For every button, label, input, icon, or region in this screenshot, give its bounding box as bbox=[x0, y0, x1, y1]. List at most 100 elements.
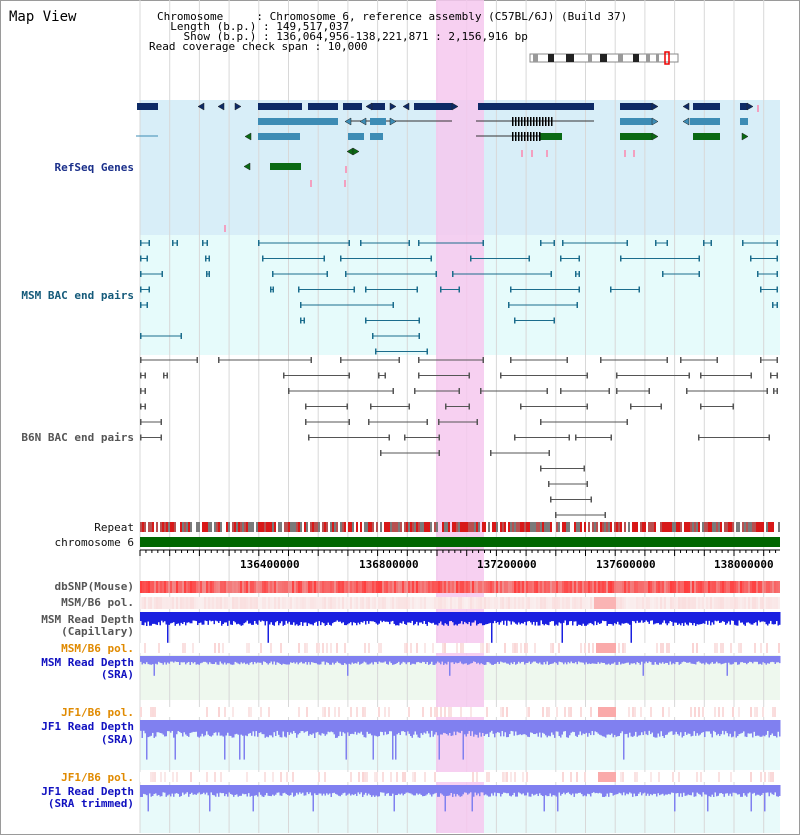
read-depth-bar bbox=[374, 612, 376, 623]
read-depth-bar bbox=[183, 785, 185, 795]
heatmap-cell bbox=[452, 581, 454, 593]
track-label-jf1-depth-1[interactable]: JF1 Read Depth bbox=[41, 720, 134, 733]
heatmap-cell bbox=[236, 597, 238, 609]
track-label-jf1-b6-pol-trimmed[interactable]: JF1/B6 pol. bbox=[61, 771, 134, 784]
read-depth-bar bbox=[627, 612, 629, 624]
track-label-msm-depth-sra-2[interactable]: (SRA) bbox=[100, 668, 134, 681]
read-depth-bar bbox=[551, 785, 553, 797]
read-depth-bar bbox=[168, 656, 170, 664]
track-label-dbsnp[interactable]: dbSNP(Mouse) bbox=[54, 580, 134, 593]
read-depth-bar bbox=[329, 656, 331, 665]
bac-end-mark bbox=[626, 419, 628, 425]
heatmap-cell bbox=[390, 581, 392, 593]
heatmap-cell bbox=[200, 581, 202, 593]
heatmap-cell bbox=[450, 772, 452, 782]
read-depth-bar bbox=[614, 612, 616, 624]
track-label-jf1-b6-pol[interactable]: JF1/B6 pol. bbox=[61, 706, 134, 719]
heatmap-cell bbox=[598, 772, 600, 782]
read-depth-bar bbox=[564, 612, 566, 621]
heatmap-cell bbox=[360, 707, 362, 717]
heatmap-cell bbox=[732, 581, 734, 593]
heatmap-cell bbox=[254, 643, 256, 653]
read-depth-bar bbox=[300, 720, 302, 732]
bac-end-mark bbox=[365, 317, 367, 324]
ruler-tick-label: 136400000 bbox=[240, 558, 300, 571]
heatmap-cell bbox=[522, 772, 524, 782]
read-depth-bar bbox=[662, 612, 664, 623]
track-label-msm-depth-capillary-2[interactable]: (Capillary) bbox=[61, 625, 134, 638]
heatmap-cell bbox=[566, 643, 568, 653]
read-depth-bar bbox=[716, 656, 718, 662]
heatmap-cell bbox=[400, 643, 402, 653]
heatmap-cell bbox=[612, 581, 614, 593]
read-depth-bar bbox=[425, 656, 427, 664]
track-label-msm-b6-pol-sra[interactable]: MSM/B6 pol. bbox=[61, 642, 134, 655]
heatmap-cell bbox=[534, 643, 536, 653]
heatmap-cell bbox=[414, 772, 416, 782]
read-depth-bar bbox=[608, 656, 610, 664]
read-depth-bar bbox=[524, 612, 526, 622]
read-depth-bar bbox=[744, 720, 746, 737]
heatmap-cell bbox=[260, 597, 262, 609]
heatmap-cell bbox=[220, 597, 222, 609]
track-label-jf1-depth-2[interactable]: (SRA) bbox=[100, 733, 134, 746]
heatmap-cell bbox=[316, 707, 318, 717]
repeat-feature bbox=[532, 522, 534, 532]
heatmap-cell bbox=[140, 597, 142, 609]
track-label-jf1-trim-1[interactable]: JF1 Read Depth bbox=[41, 785, 134, 798]
heatmap-cell bbox=[696, 643, 698, 653]
track-label-b6n-bac[interactable]: B6N BAC end pairs bbox=[21, 431, 134, 444]
read-depth-bar bbox=[341, 612, 343, 624]
heatmap-cell bbox=[198, 597, 200, 609]
track-label-msm-depth-sra-1[interactable]: MSM Read Depth bbox=[41, 656, 134, 669]
read-depth-bar bbox=[503, 720, 505, 737]
read-depth-bar bbox=[591, 720, 593, 732]
heatmap-cell bbox=[162, 707, 164, 717]
heatmap-cell bbox=[568, 707, 570, 717]
heatmap-cell bbox=[166, 597, 168, 609]
heatmap-cell bbox=[232, 581, 234, 593]
read-depth-bar bbox=[461, 656, 463, 664]
read-depth-bar bbox=[515, 785, 517, 797]
read-depth-bar bbox=[642, 612, 644, 623]
heatmap-cell bbox=[160, 581, 162, 593]
heatmap-cell bbox=[496, 643, 498, 653]
heatmap-cell bbox=[290, 772, 292, 782]
track-label-msm-b6-pol[interactable]: MSM/B6 pol. bbox=[61, 596, 134, 609]
read-depth-bar bbox=[726, 656, 728, 676]
bac-end-mark bbox=[445, 403, 447, 410]
track-label-refseq[interactable]: RefSeq Genes bbox=[54, 161, 134, 174]
heatmap-cell bbox=[554, 772, 556, 782]
heatmap-cell bbox=[664, 707, 666, 717]
heatmap-cell bbox=[332, 581, 334, 593]
repeat-feature bbox=[250, 522, 252, 532]
heatmap-cell bbox=[642, 772, 644, 782]
read-depth-bar bbox=[416, 785, 418, 794]
repeat-feature bbox=[244, 522, 246, 532]
read-depth-bar bbox=[383, 785, 385, 793]
heatmap-cell bbox=[708, 643, 710, 653]
read-depth-bar bbox=[476, 612, 478, 626]
track-label-msm-depth-capillary-1[interactable]: MSM Read Depth bbox=[41, 613, 134, 626]
read-depth-bar bbox=[431, 785, 433, 797]
track-label-repeat[interactable]: Repeat bbox=[94, 521, 134, 534]
read-depth-bar bbox=[731, 720, 733, 738]
read-depth-bar bbox=[686, 720, 688, 735]
heatmap-cell bbox=[616, 643, 618, 653]
read-depth-bar bbox=[507, 656, 509, 664]
track-label-jf1-trim-2[interactable]: (SRA trimmed) bbox=[47, 797, 134, 810]
heatmap-cell bbox=[376, 772, 378, 782]
track-label-msm-bac[interactable]: MSM BAC end pairs bbox=[21, 289, 134, 302]
read-depth-bar bbox=[725, 656, 727, 663]
heatmap-cell bbox=[170, 707, 172, 717]
track-label-chromosome[interactable]: chromosome 6 bbox=[54, 536, 134, 549]
read-depth-bar bbox=[378, 785, 380, 797]
read-depth-bar bbox=[735, 720, 737, 738]
heatmap-cell bbox=[148, 597, 150, 609]
bac-end-mark bbox=[510, 357, 512, 363]
heatmap-cell bbox=[298, 597, 300, 609]
read-depth-bar bbox=[551, 612, 553, 622]
read-depth-bar bbox=[576, 785, 578, 794]
repeat-feature bbox=[184, 522, 186, 532]
